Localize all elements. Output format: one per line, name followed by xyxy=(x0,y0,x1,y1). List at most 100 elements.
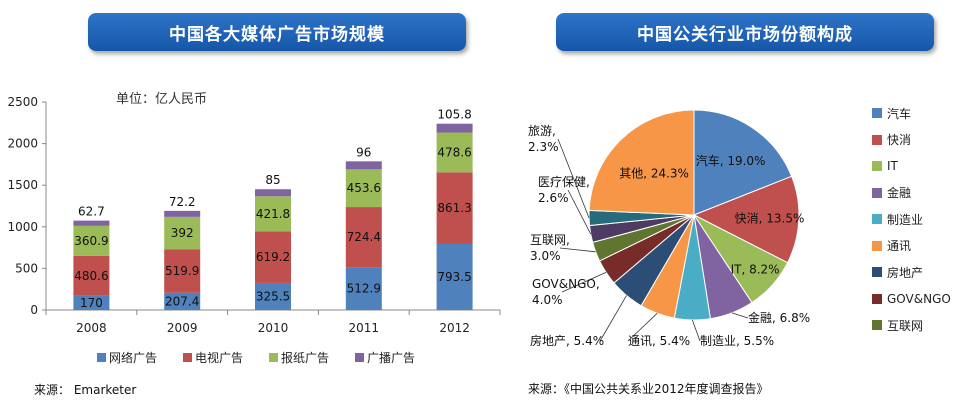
data-label: 392 xyxy=(171,226,194,240)
bar-segment xyxy=(345,169,382,208)
pie-leader-line xyxy=(627,313,658,342)
left-chart-title: 中国各大媒体广告市场规模 xyxy=(88,13,466,51)
legend-label: 电视广告 xyxy=(195,350,243,365)
x-tick-label: 2010 xyxy=(258,321,289,335)
data-label: 421.8 xyxy=(256,207,290,221)
pie-legend-item: GOV&NGO xyxy=(872,286,960,313)
bar-segment xyxy=(436,172,473,244)
pie-label: 2.3% xyxy=(528,140,559,154)
data-label: 72.2 xyxy=(169,195,196,209)
data-label: 619.2 xyxy=(256,250,290,264)
legend-swatch xyxy=(269,353,278,362)
left-source-note: 来源： Emarketer xyxy=(34,383,137,397)
data-label: 325.5 xyxy=(256,289,290,303)
bar-segment xyxy=(345,267,382,310)
data-label: 105.8 xyxy=(437,108,471,122)
pie-slice xyxy=(692,175,800,264)
pie-legend-swatch xyxy=(872,187,882,198)
x-tick-label: 2008 xyxy=(76,321,107,335)
data-label: 207.4 xyxy=(165,294,199,308)
bar-segment xyxy=(345,161,382,170)
pie-legend-item: 快消 xyxy=(872,127,960,154)
pie-label: 2.6% xyxy=(538,191,569,205)
pie-legend-swatch xyxy=(872,320,882,331)
pie-leader-line xyxy=(567,189,592,235)
y-tick-label: 2000 xyxy=(7,137,38,151)
pie-leader-line xyxy=(691,319,701,342)
pie-label: 4.0% xyxy=(532,293,563,307)
unit-label: 单位：亿人民币 xyxy=(116,92,207,107)
data-label: 360.9 xyxy=(74,234,108,248)
y-tick-label: 1000 xyxy=(7,220,38,234)
pie-legend-swatch xyxy=(872,267,882,278)
bar-segment xyxy=(73,225,110,256)
pie-leader-line xyxy=(559,247,596,253)
pie-label: GOV&NGO, xyxy=(532,277,600,291)
pie-label: 金融, 6.8% xyxy=(748,310,810,325)
legend-swatch xyxy=(183,353,192,362)
pie-leader-line xyxy=(557,138,590,219)
data-label: 96 xyxy=(356,145,371,159)
pie-legend-label: 房地产 xyxy=(887,265,924,280)
y-tick-label: 2500 xyxy=(7,95,38,109)
bar-segment xyxy=(164,210,201,217)
bar-segment xyxy=(73,220,110,226)
pie-legend-item: 房地产 xyxy=(872,259,960,286)
data-label: 478.6 xyxy=(437,145,471,159)
pie-legend-item: 汽车 xyxy=(872,100,960,127)
bar-segment xyxy=(436,243,473,310)
pie-label: 其他, 24.3% xyxy=(619,166,689,180)
legend-label: 广播广告 xyxy=(367,351,415,365)
data-label: 170 xyxy=(80,296,103,310)
pie-label: 通讯, 5.4% xyxy=(628,334,690,348)
bar-segment xyxy=(345,207,382,268)
pie-legend-label: 制造业 xyxy=(887,212,924,227)
pie-legend-item: 通讯 xyxy=(872,233,960,260)
pie-leader-line xyxy=(561,272,607,293)
bar-segment xyxy=(255,231,291,283)
pie-legend-label: 汽车 xyxy=(887,106,912,121)
pie-legend-label: 快消 xyxy=(887,133,912,148)
pie-legend-label: IT xyxy=(887,159,898,174)
legend-swatch xyxy=(355,353,364,362)
legend-label: 网络广告 xyxy=(109,350,157,365)
y-tick-label: 0 xyxy=(30,303,38,317)
bar-segment xyxy=(436,123,473,133)
pie-label: 旅游, xyxy=(528,124,556,138)
bar-segment xyxy=(255,189,291,197)
bar-segment xyxy=(164,292,201,310)
data-label: 453.6 xyxy=(347,181,381,195)
pie-label: 制造业, 5.5% xyxy=(700,334,774,348)
pie-legend-swatch xyxy=(872,240,882,251)
right-source-note: 来源：《中国公共关系业2012年度调查报告》 xyxy=(528,382,769,396)
data-label: 793.5 xyxy=(437,270,471,284)
x-tick-label: 2012 xyxy=(439,321,470,335)
pie-legend: 汽车 快消 IT 金融 制造业 通讯 房地产 GOV&NGO 互联网 xyxy=(872,100,960,339)
pie-legend-swatch xyxy=(872,214,882,225)
pie-legend-item: 金融 xyxy=(872,180,960,207)
pie-slice xyxy=(588,109,695,216)
data-label: 861.3 xyxy=(437,201,471,215)
bar-segment xyxy=(255,196,291,232)
pie-slice xyxy=(693,109,793,216)
pie-legend-item: 制造业 xyxy=(872,206,960,233)
pie-legend-label: 金融 xyxy=(887,186,912,201)
y-tick-label: 500 xyxy=(15,261,38,275)
pie-legend-swatch xyxy=(872,108,882,119)
bar-segment xyxy=(73,295,110,310)
pie-label: 汽车, 19.0% xyxy=(696,153,766,168)
pie-legend-item: IT xyxy=(872,153,960,180)
bar-segment xyxy=(164,216,201,250)
data-label: 724.4 xyxy=(347,230,381,244)
pie-label: 房地产, 5.4% xyxy=(530,333,604,348)
bar-segment xyxy=(164,249,201,293)
pie-legend-label: 通讯 xyxy=(887,239,912,254)
data-label: 480.6 xyxy=(74,269,108,283)
pie-legend-swatch xyxy=(872,134,882,145)
legend-swatch xyxy=(97,353,106,362)
data-label: 519.9 xyxy=(165,264,199,278)
pie-label: 3.0% xyxy=(530,249,561,263)
bar-segment xyxy=(436,132,473,173)
pie-legend-swatch xyxy=(872,293,882,304)
